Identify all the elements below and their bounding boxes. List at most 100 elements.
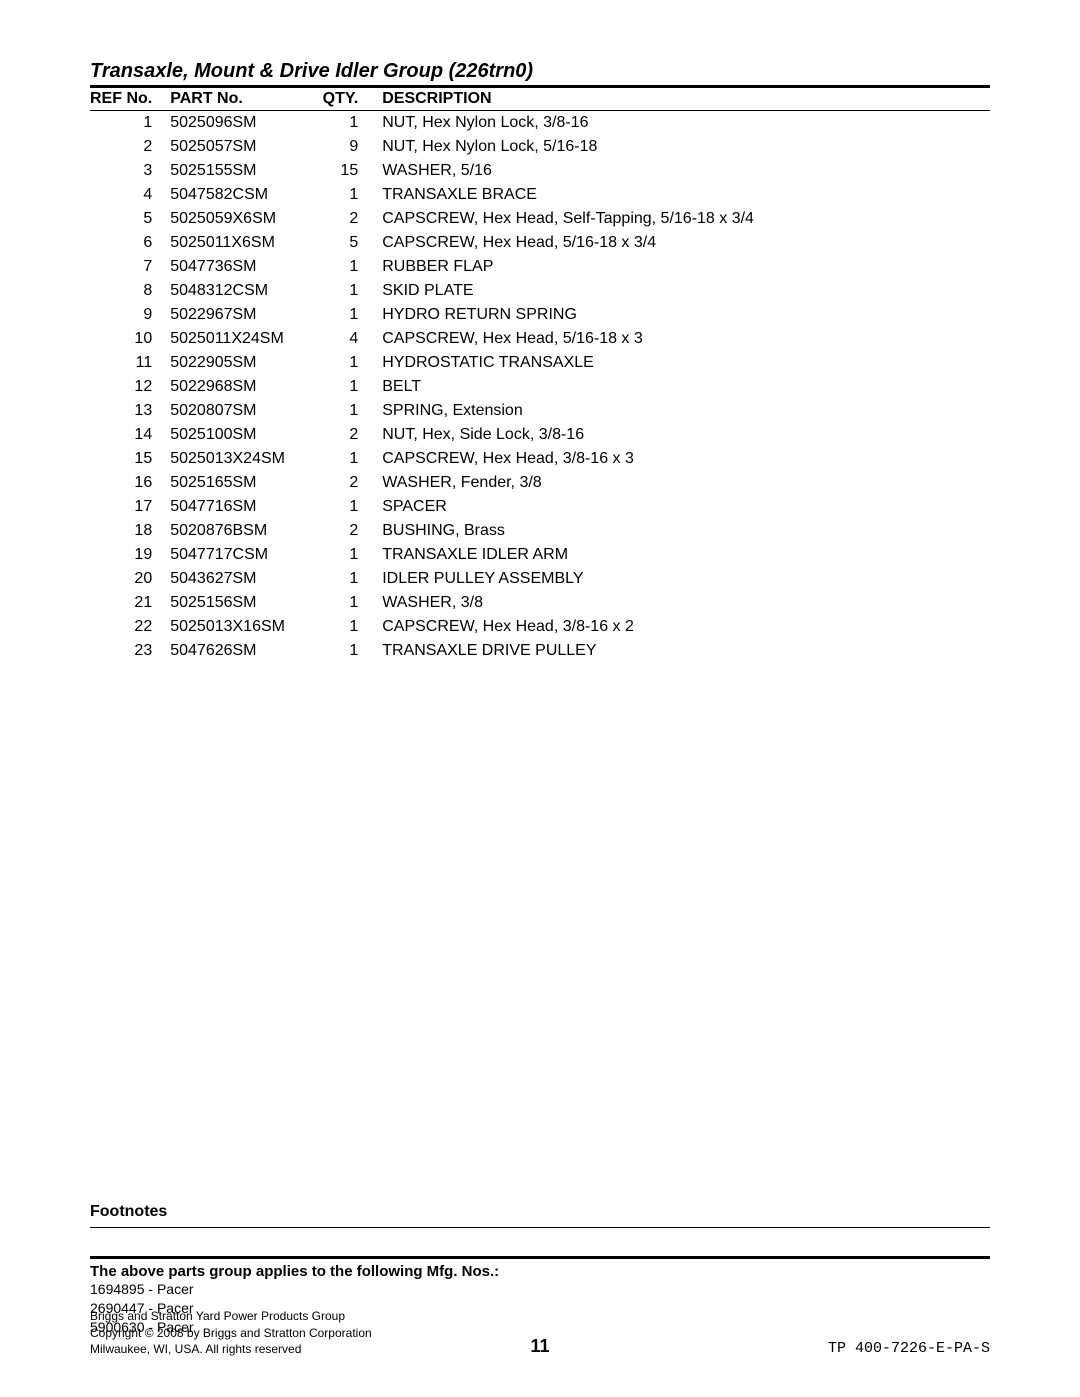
cell-desc: HYDROSTATIC TRANSAXLE: [382, 351, 990, 375]
col-desc: DESCRIPTION: [382, 88, 990, 111]
table-row: 35025155SM15WASHER, 5/16: [90, 159, 990, 183]
table-row: 105025011X24SM4CAPSCREW, Hex Head, 5/16-…: [90, 327, 990, 351]
applies-item: 1694895 - Pacer: [90, 1280, 990, 1299]
table-row: 125022968SM1BELT: [90, 375, 990, 399]
cell-ref: 18: [90, 519, 170, 543]
col-part: PART No.: [170, 88, 318, 111]
cell-ref: 4: [90, 183, 170, 207]
page-container: Transaxle, Mount & Drive Idler Group (22…: [0, 0, 1080, 1397]
cell-ref: 14: [90, 423, 170, 447]
cell-ref: 1: [90, 111, 170, 136]
cell-qty: 2: [318, 519, 382, 543]
table-row: 145025100SM2NUT, Hex, Side Lock, 3/8-16: [90, 423, 990, 447]
table-row: 135020807SM1SPRING, Extension: [90, 399, 990, 423]
cell-part: 5047716SM: [170, 495, 318, 519]
table-row: 215025156SM1WASHER, 3/8: [90, 591, 990, 615]
cell-part: 5025155SM: [170, 159, 318, 183]
cell-ref: 19: [90, 543, 170, 567]
table-row: 45047582CSM1TRANSAXLE BRACE: [90, 183, 990, 207]
cell-ref: 5: [90, 207, 170, 231]
cell-desc: NUT, Hex, Side Lock, 3/8-16: [382, 423, 990, 447]
table-row: 75047736SM1RUBBER FLAP: [90, 255, 990, 279]
cell-ref: 22: [90, 615, 170, 639]
page-title: Transaxle, Mount & Drive Idler Group (22…: [90, 60, 990, 83]
table-row: 55025059X6SM2CAPSCREW, Hex Head, Self-Ta…: [90, 207, 990, 231]
cell-ref: 10: [90, 327, 170, 351]
cell-part: 5047582CSM: [170, 183, 318, 207]
table-row: 65025011X6SM5CAPSCREW, Hex Head, 5/16-18…: [90, 231, 990, 255]
table-row: 115022905SM1HYDROSTATIC TRANSAXLE: [90, 351, 990, 375]
cell-qty: 1: [318, 279, 382, 303]
cell-qty: 1: [318, 615, 382, 639]
col-ref: REF No.: [90, 88, 170, 111]
table-row: 85048312CSM1SKID PLATE: [90, 279, 990, 303]
cell-ref: 23: [90, 639, 170, 663]
table-header-row: REF No. PART No. QTY. DESCRIPTION: [90, 88, 990, 111]
cell-desc: CAPSCREW, Hex Head, Self-Tapping, 5/16-1…: [382, 207, 990, 231]
table-row: 15025096SM1NUT, Hex Nylon Lock, 3/8-16: [90, 111, 990, 136]
cell-qty: 1: [318, 639, 382, 663]
applies-label: The above parts group applies to the fol…: [90, 1263, 990, 1280]
cell-desc: TRANSAXLE IDLER ARM: [382, 543, 990, 567]
cell-ref: 3: [90, 159, 170, 183]
cell-qty: 2: [318, 207, 382, 231]
cell-ref: 11: [90, 351, 170, 375]
table-row: 235047626SM1TRANSAXLE DRIVE PULLEY: [90, 639, 990, 663]
cell-qty: 1: [318, 591, 382, 615]
cell-part: 5022968SM: [170, 375, 318, 399]
page-footer: Briggs and Stratton Yard Power Products …: [90, 1308, 990, 1357]
cell-qty: 1: [318, 303, 382, 327]
footnotes-rule: [90, 1227, 990, 1228]
footer-line2: Copyright © 2008 by Briggs and Stratton …: [90, 1325, 372, 1341]
cell-desc: CAPSCREW, Hex Head, 3/8-16 x 2: [382, 615, 990, 639]
cell-ref: 16: [90, 471, 170, 495]
page-number: 11: [530, 1336, 549, 1357]
footnotes-heading: Footnotes: [90, 1203, 990, 1221]
cell-ref: 2: [90, 135, 170, 159]
table-row: 205043627SM1IDLER PULLEY ASSEMBLY: [90, 567, 990, 591]
cell-part: 5025013X24SM: [170, 447, 318, 471]
cell-part: 5025096SM: [170, 111, 318, 136]
applies-rule: [90, 1256, 990, 1259]
cell-ref: 20: [90, 567, 170, 591]
cell-part: 5020876BSM: [170, 519, 318, 543]
cell-part: 5020807SM: [170, 399, 318, 423]
table-row: 165025165SM2WASHER, Fender, 3/8: [90, 471, 990, 495]
table-row: 195047717CSM1TRANSAXLE IDLER ARM: [90, 543, 990, 567]
table-row: 225025013X16SM1CAPSCREW, Hex Head, 3/8-1…: [90, 615, 990, 639]
cell-part: 5025011X6SM: [170, 231, 318, 255]
cell-ref: 9: [90, 303, 170, 327]
cell-qty: 1: [318, 495, 382, 519]
cell-part: 5025165SM: [170, 471, 318, 495]
table-row: 95022967SM1HYDRO RETURN SPRING: [90, 303, 990, 327]
cell-qty: 2: [318, 471, 382, 495]
cell-part: 5043627SM: [170, 567, 318, 591]
cell-desc: NUT, Hex Nylon Lock, 5/16-18: [382, 135, 990, 159]
cell-ref: 12: [90, 375, 170, 399]
cell-part: 5047626SM: [170, 639, 318, 663]
cell-qty: 4: [318, 327, 382, 351]
cell-desc: BUSHING, Brass: [382, 519, 990, 543]
col-qty: QTY.: [318, 88, 382, 111]
cell-desc: WASHER, 5/16: [382, 159, 990, 183]
cell-qty: 1: [318, 567, 382, 591]
table-row: 155025013X24SM1CAPSCREW, Hex Head, 3/8-1…: [90, 447, 990, 471]
cell-desc: CAPSCREW, Hex Head, 3/8-16 x 3: [382, 447, 990, 471]
cell-desc: SPACER: [382, 495, 990, 519]
cell-part: 5025156SM: [170, 591, 318, 615]
cell-qty: 1: [318, 255, 382, 279]
cell-desc: SPRING, Extension: [382, 399, 990, 423]
cell-desc: TRANSAXLE BRACE: [382, 183, 990, 207]
table-row: 175047716SM1SPACER: [90, 495, 990, 519]
cell-desc: RUBBER FLAP: [382, 255, 990, 279]
cell-ref: 15: [90, 447, 170, 471]
cell-desc: WASHER, 3/8: [382, 591, 990, 615]
cell-part: 5048312CSM: [170, 279, 318, 303]
cell-qty: 1: [318, 399, 382, 423]
cell-ref: 8: [90, 279, 170, 303]
cell-part: 5022967SM: [170, 303, 318, 327]
cell-qty: 1: [318, 447, 382, 471]
cell-qty: 2: [318, 423, 382, 447]
footer-left: Briggs and Stratton Yard Power Products …: [90, 1308, 372, 1357]
cell-desc: SKID PLATE: [382, 279, 990, 303]
